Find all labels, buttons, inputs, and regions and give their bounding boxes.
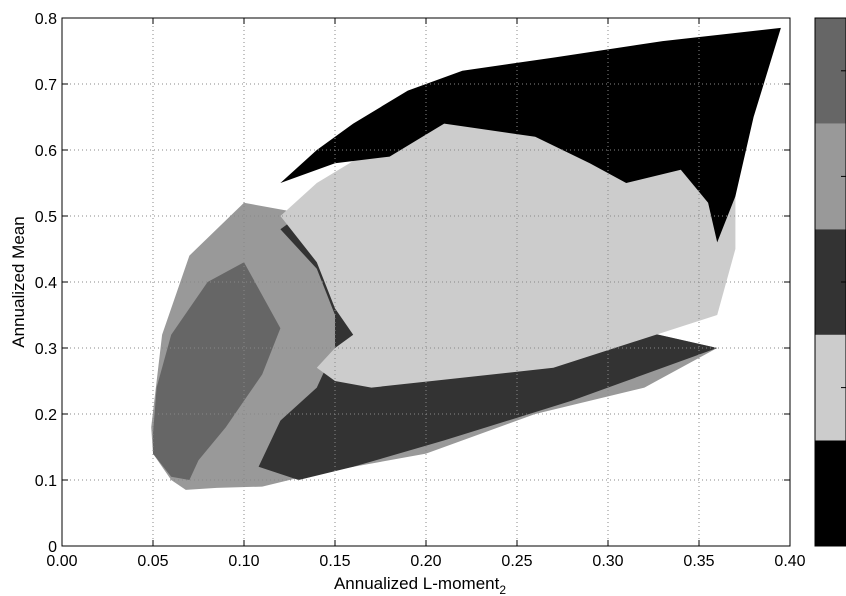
colorbar-band-4 [815,123,846,230]
y-tick-label: 0.4 [35,275,57,292]
y-tick-label: 0.2 [35,407,57,424]
y-tick-label: 0.1 [35,473,57,490]
y-tick-label: 0.7 [35,77,57,94]
y-tick-label: 0.8 [35,11,57,28]
colorbar-band-3 [815,229,846,335]
y-tick-label: 0.6 [35,143,57,160]
x-tick-label: 0.05 [137,553,168,570]
x-tick-label: 0.15 [319,553,350,570]
x-tick-label: 0.25 [501,553,532,570]
x-axis-label: Annualized L-moment2 [334,574,506,596]
y-tick-label: 0.5 [35,209,57,226]
region-level-5 [153,262,281,480]
colorbar-band-1 [815,440,846,546]
y-tick-label: 0.3 [35,341,57,358]
colorbar-frame [814,17,846,547]
y-tick-label: 0 [48,539,57,556]
colorbar-band-5 [815,18,846,124]
x-tick-label: 0.10 [228,553,259,570]
region-level-1 [280,27,781,243]
x-tick-label: 0.20 [410,553,441,570]
x-tick-label: 0.00 [46,553,77,570]
x-axis-label-subscript: 2 [499,583,506,596]
colorbar-band-2 [815,334,846,441]
x-tick-label: 0.35 [683,553,714,570]
x-tick-label: 0.40 [774,553,805,570]
y-axis-label: Annualized Mean [9,216,28,347]
x-tick-label: 0.30 [592,553,623,570]
